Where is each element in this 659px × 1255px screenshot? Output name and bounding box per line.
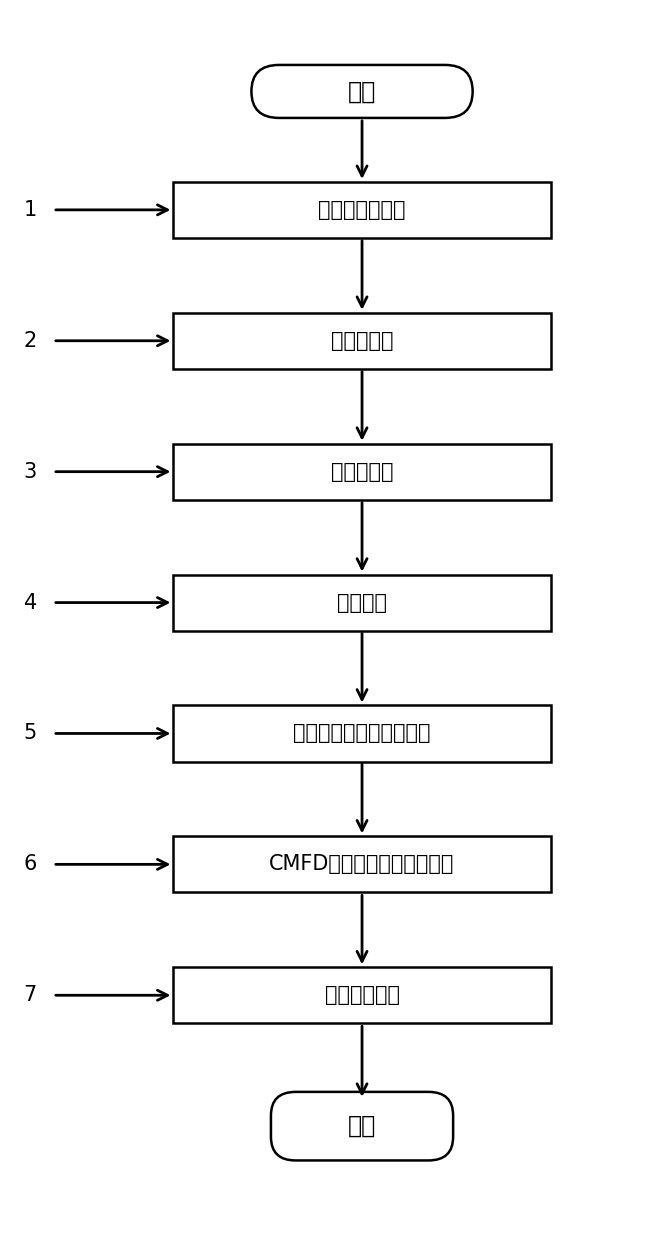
Bar: [173, 443, 551, 499]
Text: 3: 3: [24, 462, 37, 482]
Text: 输运计算: 输运计算: [337, 592, 387, 612]
Text: 结束: 结束: [348, 1114, 376, 1138]
Bar: [173, 836, 551, 892]
Text: 开始: 开始: [348, 79, 376, 103]
Bar: [173, 968, 551, 1023]
Text: 初始形状函数: 初始形状函数: [324, 985, 399, 1005]
Text: 6: 6: [24, 855, 37, 875]
Text: 数据库读取截面: 数据库读取截面: [318, 200, 406, 220]
Text: 缓发中子先驱核浓度计算: 缓发中子先驱核浓度计算: [293, 723, 431, 743]
Text: 4: 4: [24, 592, 37, 612]
Bar: [173, 182, 551, 238]
FancyBboxPatch shape: [252, 65, 473, 118]
Bar: [173, 705, 551, 762]
Text: 特征线生成: 特征线生成: [331, 462, 393, 482]
Bar: [173, 575, 551, 630]
Bar: [173, 312, 551, 369]
FancyBboxPatch shape: [271, 1092, 453, 1161]
Text: 5: 5: [24, 723, 37, 743]
Text: 2: 2: [24, 331, 37, 350]
Text: 7: 7: [24, 985, 37, 1005]
Text: CMFD共轭中子通量密度计算: CMFD共轭中子通量密度计算: [270, 855, 455, 875]
Text: 输入卡读取: 输入卡读取: [331, 331, 393, 350]
Text: 1: 1: [24, 200, 37, 220]
